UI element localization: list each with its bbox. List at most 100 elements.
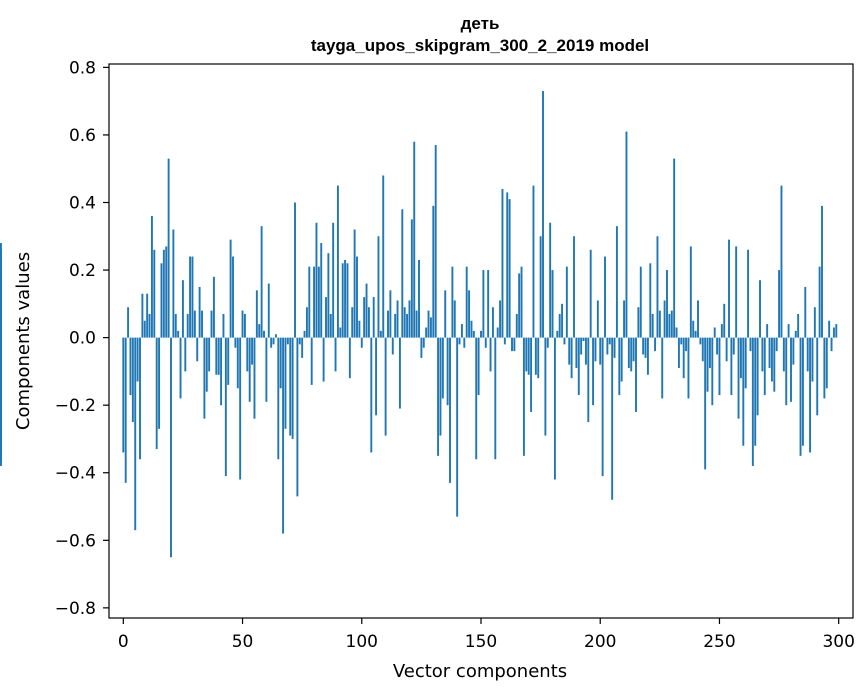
bar xyxy=(446,337,449,406)
bar xyxy=(410,219,413,338)
bar xyxy=(673,158,676,338)
bar xyxy=(336,185,339,338)
chart-title: деть xyxy=(461,14,500,33)
bar xyxy=(463,337,466,348)
bar xyxy=(742,337,745,446)
bar xyxy=(782,337,785,372)
bar xyxy=(639,266,642,338)
bar xyxy=(632,337,635,362)
bar xyxy=(494,337,497,460)
bar xyxy=(344,259,347,338)
bar xyxy=(794,330,797,338)
bar xyxy=(453,300,456,338)
bar xyxy=(611,337,614,500)
bar xyxy=(780,185,783,338)
bar xyxy=(389,290,392,338)
bar xyxy=(210,310,213,338)
y-axis-label: Components values xyxy=(13,252,34,430)
bar xyxy=(286,337,289,345)
bar xyxy=(158,337,161,429)
bar xyxy=(544,337,547,436)
bar xyxy=(608,337,611,345)
bar xyxy=(212,276,215,338)
bar xyxy=(735,246,738,338)
bar xyxy=(406,313,409,338)
bar xyxy=(224,337,227,477)
bar xyxy=(520,266,523,338)
bar xyxy=(496,327,499,338)
bar xyxy=(189,256,192,338)
bar xyxy=(294,202,296,338)
bar xyxy=(365,283,368,338)
bar xyxy=(196,337,199,362)
bar xyxy=(165,246,168,338)
bar xyxy=(429,317,432,338)
bar xyxy=(790,337,792,402)
bar xyxy=(358,320,361,338)
bar xyxy=(627,337,630,369)
bar xyxy=(577,337,580,396)
bar xyxy=(422,337,425,348)
y-tick-label: 0.6 xyxy=(69,126,96,146)
y-tick-label: 0.0 xyxy=(69,329,96,349)
bar xyxy=(131,337,134,423)
x-tick-label: 300 xyxy=(822,632,854,652)
bar xyxy=(708,337,711,369)
bar xyxy=(303,330,306,338)
bar xyxy=(274,334,277,338)
bar xyxy=(613,337,616,358)
bar xyxy=(625,131,628,338)
bar xyxy=(351,307,354,338)
bar xyxy=(432,205,435,338)
bar xyxy=(720,324,723,338)
bar xyxy=(193,310,196,338)
bar xyxy=(651,313,654,338)
bar xyxy=(179,337,182,399)
bar xyxy=(604,256,606,338)
bar xyxy=(172,229,175,338)
bar xyxy=(711,337,714,406)
bar xyxy=(234,337,237,348)
bar xyxy=(751,337,754,466)
bar xyxy=(170,337,172,558)
bar xyxy=(0,337,2,375)
bar xyxy=(396,300,399,338)
bar xyxy=(377,236,380,338)
bar xyxy=(367,307,370,338)
bar xyxy=(670,310,673,338)
bar xyxy=(375,337,378,416)
bar xyxy=(813,307,816,338)
bar xyxy=(637,307,640,338)
bar xyxy=(809,337,812,453)
chart-subtitle: tayga_upos_skipgram_300_2_2019 model xyxy=(311,36,649,55)
y-tick-label: −0.2 xyxy=(55,396,96,416)
bar xyxy=(441,337,444,399)
bar xyxy=(277,337,280,460)
bar xyxy=(198,286,201,338)
bar xyxy=(398,337,401,409)
bar xyxy=(699,337,702,345)
bar xyxy=(308,266,311,338)
bar xyxy=(394,313,397,338)
bar xyxy=(460,324,463,338)
bar xyxy=(534,337,537,375)
bar xyxy=(315,222,318,338)
bar xyxy=(644,337,647,358)
bar xyxy=(835,324,838,338)
bar xyxy=(143,320,146,338)
bar xyxy=(305,307,308,338)
bar xyxy=(697,300,699,338)
bar xyxy=(618,337,621,396)
bar xyxy=(515,313,518,338)
bar xyxy=(136,337,139,382)
bar xyxy=(434,145,437,338)
bar xyxy=(553,337,556,480)
bar xyxy=(620,337,623,382)
bar xyxy=(236,337,239,389)
bar xyxy=(451,266,454,338)
bar xyxy=(561,303,564,338)
bar xyxy=(475,337,478,460)
bar xyxy=(177,330,180,338)
bar xyxy=(263,330,265,338)
